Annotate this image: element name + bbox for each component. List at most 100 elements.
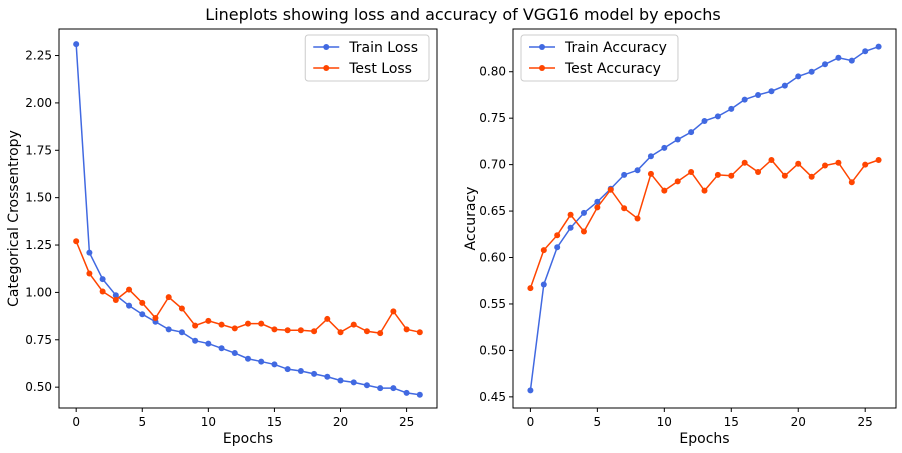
chart-1-ytick-label: 2.25 [25,49,52,63]
test-accuracy-point [607,186,614,193]
train-accuracy-point [701,117,708,124]
chart-1-xtick-label: 10 [201,415,216,429]
train-accuracy-point [808,68,815,75]
test-loss-point [192,322,199,329]
test-loss-point [416,329,423,336]
test-accuracy-point [875,156,882,163]
chart-1-xtick-label: 25 [399,415,414,429]
chart-1-ylabel: Categorical Crossentropy [6,130,22,307]
train-loss-point [126,302,133,309]
train-loss-point [231,350,238,357]
chart-2-xtick-label: 5 [594,415,602,429]
train-loss-point [324,373,331,380]
test-accuracy-point [674,178,681,185]
train-loss-point [390,385,397,392]
test-loss-point [139,299,146,306]
test-accuracy-point [822,162,829,169]
test-accuracy-point [527,285,534,292]
train-loss-point [73,41,80,48]
train-accuracy-point [661,144,668,151]
train-loss-legend-marker [323,44,330,50]
test-loss-point [126,286,133,293]
test-accuracy-point [554,232,561,239]
train-accuracy-point [567,224,574,231]
chart-2-ylabel: Accuracy [463,187,479,251]
test-loss-point [73,238,80,245]
test-accuracy-point [835,159,842,166]
train-loss-point [99,276,106,283]
chart-2-xlabel: Epochs [679,431,729,447]
train-accuracy-point [540,281,547,288]
test-accuracy-point [701,187,708,194]
chart-2-ytick-label: 0.60 [479,251,506,265]
test-loss-point [245,320,251,327]
train-accuracy-point [527,387,534,394]
test-accuracy-legend-marker [539,65,545,71]
chart-2-xtick-label: 0 [527,415,535,429]
train-loss-point [337,377,344,384]
train-loss-point [192,337,199,344]
test-accuracy-point [714,171,721,178]
chart-1-xlabel: Epochs [223,431,273,447]
test-accuracy-point [688,169,695,176]
chart-1-xtick-label: 0 [72,415,80,429]
train-loss-point [403,389,410,396]
train-accuracy-point [875,43,882,50]
test-accuracy-point [567,211,574,218]
train-loss-point [178,329,185,336]
test-accuracy-point [795,160,802,167]
test-loss-point [231,325,238,332]
chart-2-xtick-label: 10 [657,415,672,429]
test-loss-point [390,308,397,315]
train-accuracy-point [741,96,748,103]
chart-2-xtick-label: 25 [858,415,873,429]
test-loss-point [86,270,93,277]
train-loss-point [363,382,370,389]
test-accuracy-point [594,204,601,211]
test-loss-point [337,329,344,336]
chart-2-ytick-label: 0.55 [479,297,506,311]
train-accuracy-point [795,73,802,80]
test-accuracy-point [755,169,762,176]
test-loss-legend-label: Test Loss [348,61,412,77]
train-accuracy-point [634,167,641,174]
train-loss-point [218,345,225,352]
train-accuracy-point [835,54,842,61]
train-loss-point [377,385,384,392]
test-loss-point [403,326,410,333]
test-accuracy-legend-label: Test Accuracy [564,61,661,77]
test-accuracy-point [728,172,735,179]
test-loss-point [99,288,106,295]
loss-chart: 0 5 10 15 20 25 0.50 0.75 1.00 1.25 1.50 1.75 2.00 2.… [6,28,438,447]
train-loss-point [112,292,119,299]
test-loss-point [311,328,318,335]
accuracy-chart: 0 5 10 15 20 25 0.45 0.50 0.55 0.60 0.65 0.70 0.75 0.… [463,28,897,447]
train-accuracy-point [781,82,788,89]
test-accuracy-point [540,247,547,254]
chart-1-legend: Train Loss Test Loss [304,34,430,82]
test-loss-legend-marker [323,65,330,71]
chart-1-ytick-label: 1.00 [25,285,52,299]
test-loss-point [350,321,357,328]
chart-2-ytick-label: 0.70 [479,158,506,172]
test-loss-point [205,317,212,324]
chart-2-xtick-label: 20 [791,415,806,429]
chart-1-ytick-label: 1.50 [25,191,52,205]
chart-1-ytick-label: 1.25 [25,238,52,252]
test-accuracy-point [634,215,641,222]
train-loss-legend-label: Train Loss [348,40,418,56]
train-loss-point [311,370,318,377]
chart-1-ytick-label: 2.00 [25,96,52,110]
train-loss-point [205,340,212,347]
train-loss-point [86,249,93,256]
train-loss-point [350,379,357,386]
train-accuracy-point [848,57,855,64]
chart-1-xtick-label: 5 [138,415,146,429]
test-loss-point [363,328,370,335]
test-accuracy-point [862,161,869,168]
train-accuracy-point [580,209,587,216]
chart-2-ytick-label: 0.80 [479,65,506,79]
test-loss-point [112,296,119,303]
chart-1-plot-frame [58,28,438,409]
chart-1-ytick-label: 0.50 [25,380,52,394]
